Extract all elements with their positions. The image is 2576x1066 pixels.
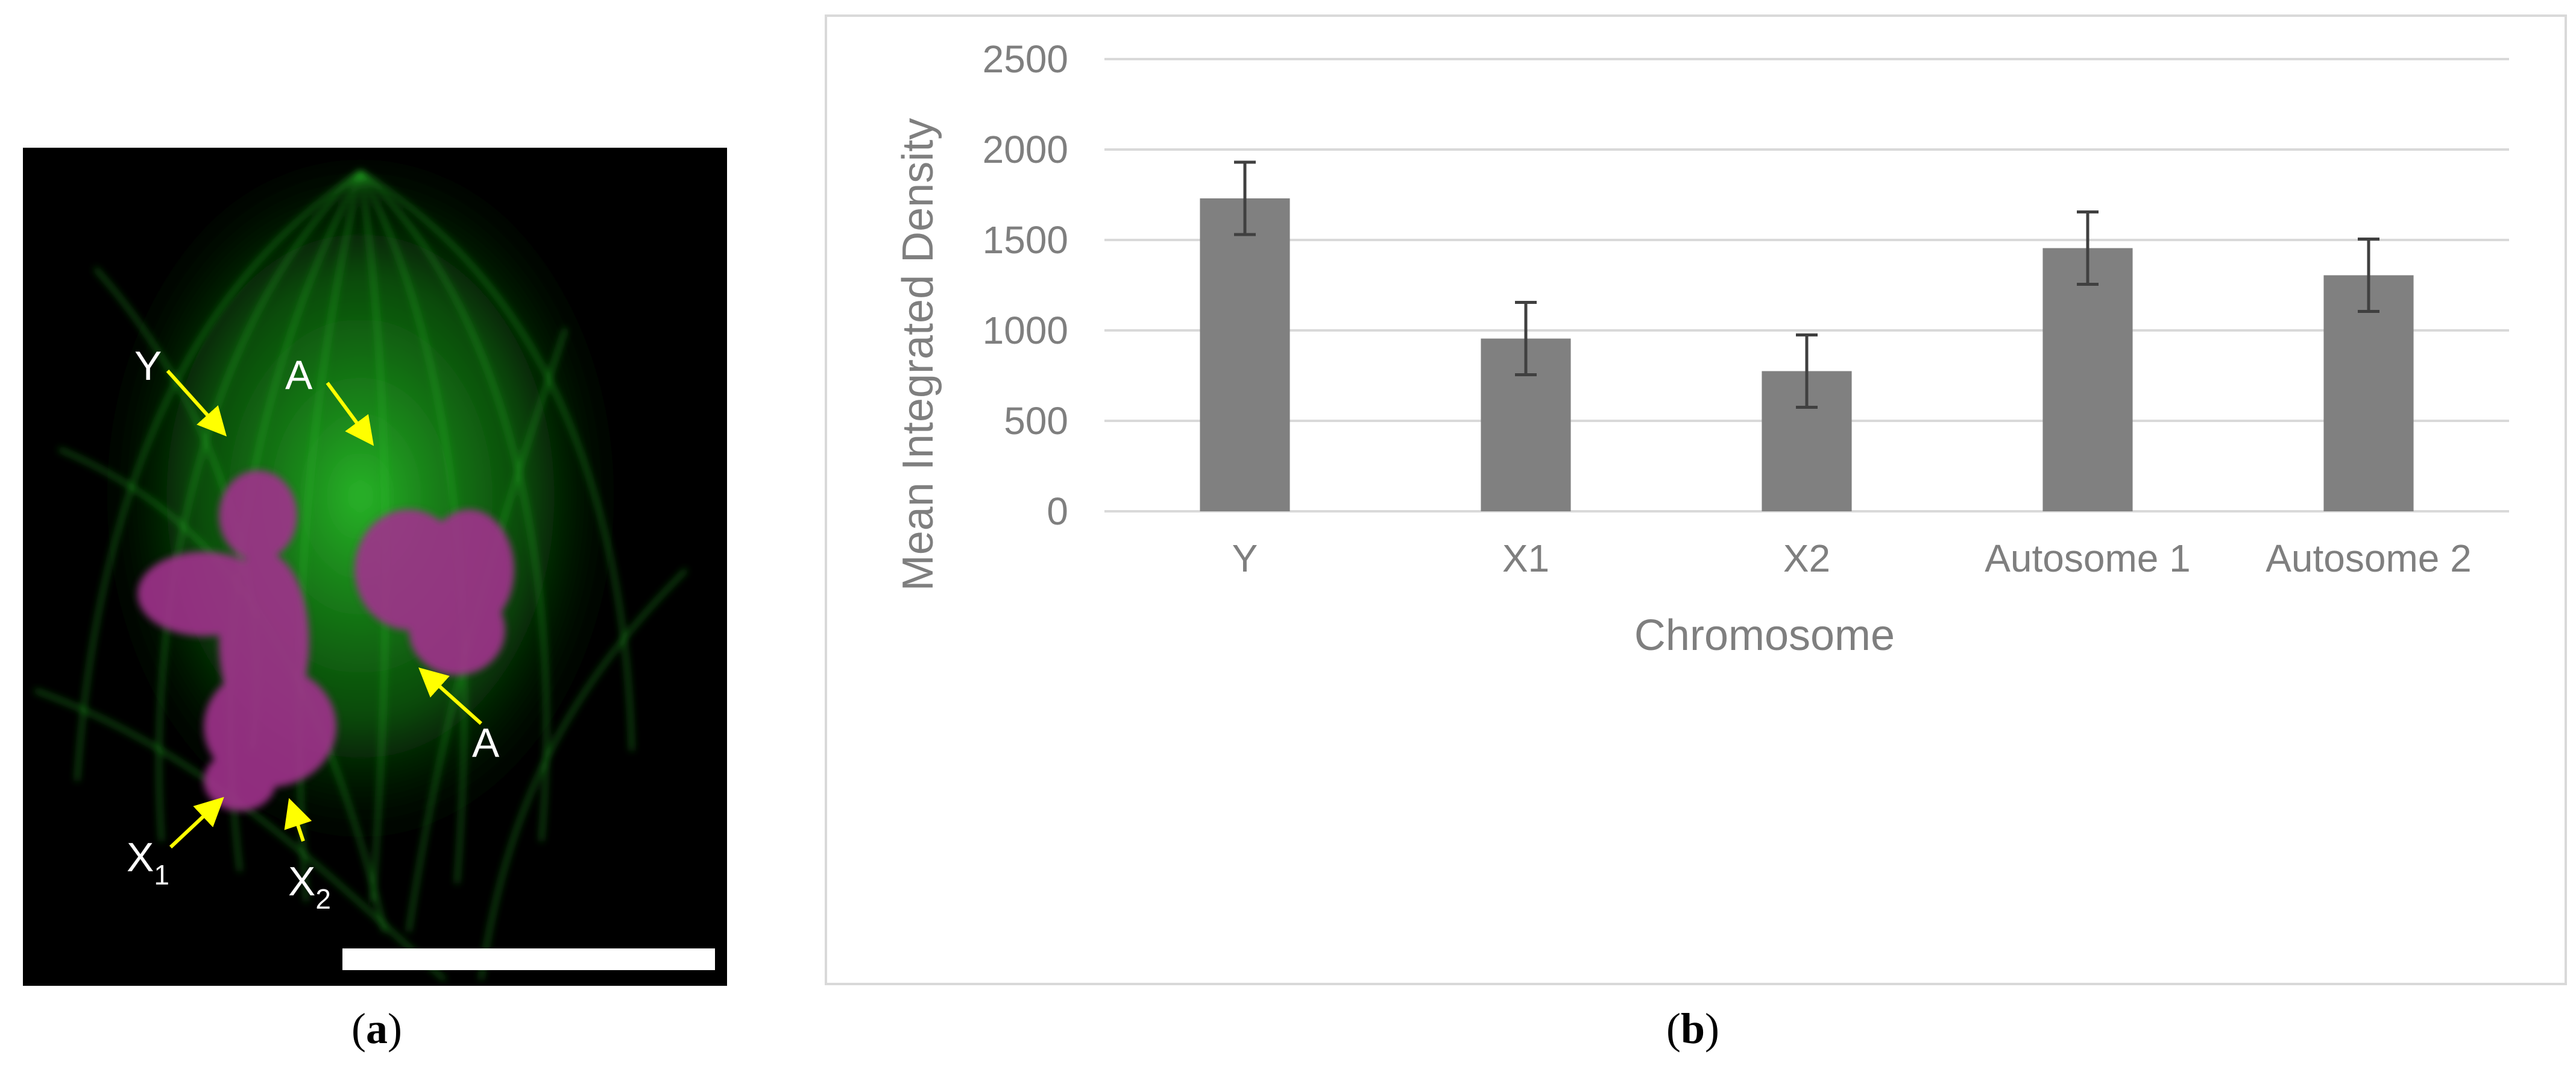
error-bar xyxy=(2358,238,2379,313)
bar xyxy=(2042,248,2133,511)
bar xyxy=(2323,275,2414,511)
spindle-glow xyxy=(83,160,638,907)
label-x1: X1 xyxy=(127,834,169,891)
bar xyxy=(1200,198,1290,511)
label-x1-sub: 1 xyxy=(154,859,169,891)
y-tick-label: 0 xyxy=(1047,490,1068,533)
y-tick-label: 2500 xyxy=(983,37,1068,81)
label-y: Y xyxy=(134,343,162,389)
bar-chart: 0 500 1000 1500 2000 2500 Y X1 X2 Autosome 1 Auto… xyxy=(894,37,2509,660)
y-tick-label: 1500 xyxy=(983,218,1068,262)
label-a-top: A xyxy=(285,352,313,398)
x-axis-title: Chromosome xyxy=(1634,611,1895,660)
caption-b: (b) xyxy=(1666,1004,1720,1053)
error-bar xyxy=(2077,210,2099,286)
arrow-x2 xyxy=(284,798,312,842)
x-tick-label: Autosome 1 xyxy=(1985,537,2191,580)
y-tick-label: 1000 xyxy=(983,309,1068,352)
label-x2: X2 xyxy=(288,859,331,915)
x-tick-label: Autosome 2 xyxy=(2266,537,2472,580)
label-x2-sub: 2 xyxy=(315,883,331,915)
label-a-right: A xyxy=(472,720,500,766)
label-x2-main: X xyxy=(288,859,315,904)
y-tick-label: 2000 xyxy=(983,128,1068,171)
y-axis-title: Mean Integrated Density xyxy=(894,118,942,591)
error-bar xyxy=(1796,333,1818,409)
arrow-a-right xyxy=(418,667,483,725)
x-tick-label: X2 xyxy=(1783,537,1830,580)
micrograph-panel: Y A A X1 X2 xyxy=(23,148,727,986)
error-bar xyxy=(1515,301,1537,376)
chart-frame: 0 500 1000 1500 2000 2500 Y X1 X2 Autosome 1 Auto… xyxy=(825,14,2567,985)
arrow-x1 xyxy=(169,796,224,849)
bars xyxy=(1200,198,2414,511)
y-tick-label: 500 xyxy=(1004,399,1068,443)
y-tick-labels: 0 500 1000 1500 2000 2500 xyxy=(983,37,1068,533)
x-tick-labels: Y X1 X2 Autosome 1 Autosome 2 xyxy=(1232,537,2472,580)
annotation-arrows xyxy=(166,369,483,849)
x-tick-label: X1 xyxy=(1502,537,1549,580)
x-tick-label: Y xyxy=(1232,537,1258,580)
caption-a: (a) xyxy=(351,1004,402,1053)
micrograph-image: Y A A X1 X2 xyxy=(23,148,727,986)
arrow-y xyxy=(166,369,227,437)
error-bar xyxy=(1234,160,1256,236)
error-bars xyxy=(1234,160,2379,409)
chromosomes xyxy=(137,470,514,811)
arrow-a-top xyxy=(326,382,374,446)
label-x1-main: X xyxy=(127,834,154,880)
scale-bar xyxy=(342,948,715,970)
